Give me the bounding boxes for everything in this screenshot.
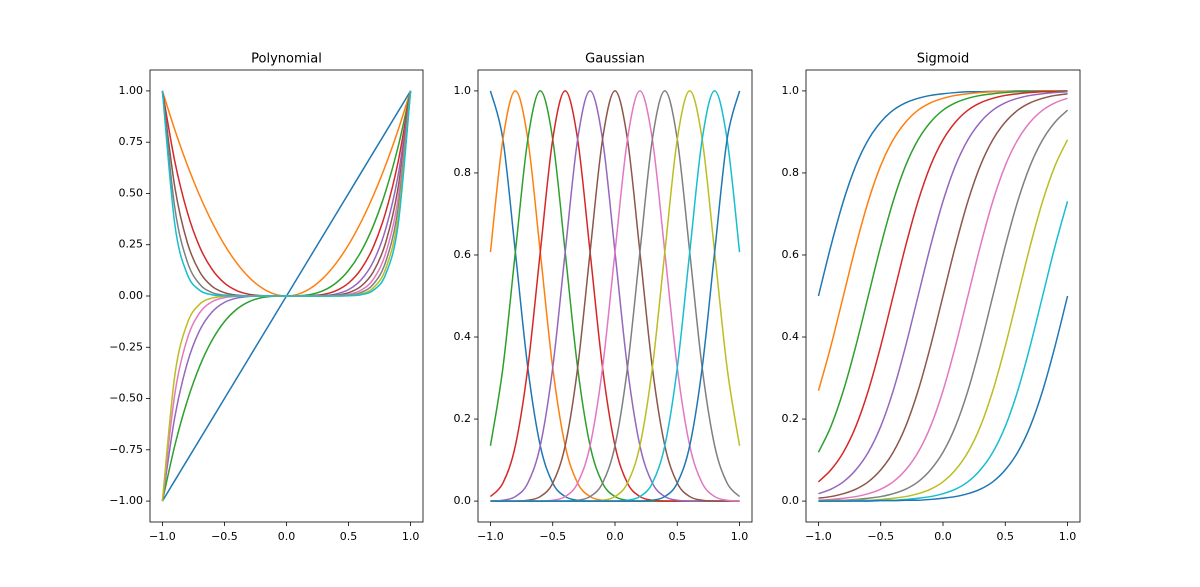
x-tick-label: 0.5: [340, 530, 358, 543]
x-tick-label: 1.0: [731, 530, 749, 543]
line-series: [817, 90, 1068, 483]
line-series: [490, 90, 741, 502]
chart-title: Polynomial: [251, 52, 322, 67]
y-tick-label: 0.8: [782, 166, 800, 179]
line-series: [818, 109, 1069, 502]
x-tick-label: −1.0: [805, 530, 832, 543]
line-series: [818, 295, 1069, 502]
y-tick-label: 0.0: [454, 494, 472, 507]
line-series: [490, 90, 740, 502]
axes-frame: [805, 69, 1081, 523]
line-series: [817, 90, 1068, 453]
line-series: [490, 90, 740, 502]
x-tick-label: 0.5: [669, 530, 687, 543]
y-tick-label: −0.25: [109, 340, 143, 353]
axes-frame: [149, 69, 424, 523]
x-tick-label: 0.0: [934, 530, 952, 543]
line-series: [161, 90, 412, 297]
chart-title: Gaussian: [585, 52, 645, 67]
line-series: [490, 90, 740, 502]
y-tick-label: 0.25: [119, 238, 144, 251]
x-tick-label: −0.5: [211, 530, 238, 543]
line-series: [490, 90, 741, 502]
y-tick-label: 0.75: [119, 135, 144, 148]
y-tick-label: 0.00: [119, 289, 144, 302]
line-series: [161, 90, 412, 297]
y-tick-label: 0.6: [782, 248, 800, 261]
x-tick-label: 1.0: [1059, 530, 1077, 543]
y-tick-label: 0.4: [454, 330, 472, 343]
x-tick-label: −0.5: [867, 530, 894, 543]
line-series: [161, 90, 412, 297]
line-series: [489, 90, 740, 502]
line-series: [490, 90, 741, 502]
y-tick-label: 0.50: [119, 186, 144, 199]
x-tick-label: 0.5: [997, 530, 1015, 543]
y-tick-label: 0.6: [454, 248, 472, 261]
y-tick-label: 1.0: [454, 84, 472, 97]
y-tick-label: 0.2: [454, 412, 472, 425]
x-tick-label: 0.0: [278, 530, 296, 543]
line-series: [818, 97, 1068, 502]
line-series: [818, 139, 1069, 502]
line-series: [489, 90, 740, 502]
y-tick-label: 0.8: [454, 166, 472, 179]
y-tick-label: 0.4: [782, 330, 800, 343]
x-tick-label: 1.0: [402, 530, 420, 543]
line-series: [161, 90, 412, 297]
y-tick-label: 1.0: [782, 84, 800, 97]
axes-frame: [477, 69, 753, 523]
y-tick-label: 0.0: [782, 494, 800, 507]
x-tick-label: −0.5: [539, 530, 566, 543]
y-tick-label: −1.00: [109, 494, 143, 507]
y-tick-label: 1.00: [119, 84, 144, 97]
line-series: [818, 93, 1068, 499]
x-tick-label: −1.0: [477, 530, 504, 543]
y-tick-label: −0.50: [109, 392, 143, 405]
chart-title: Sigmoid: [917, 52, 970, 67]
y-tick-label: 0.2: [782, 412, 800, 425]
x-tick-label: −1.0: [149, 530, 176, 543]
line-series: [489, 90, 740, 502]
line-series: [818, 90, 1068, 495]
line-series: [490, 90, 741, 502]
x-tick-label: 0.0: [606, 530, 624, 543]
line-series: [161, 90, 412, 297]
y-tick-label: −0.75: [109, 443, 143, 456]
line-series: [489, 90, 740, 502]
